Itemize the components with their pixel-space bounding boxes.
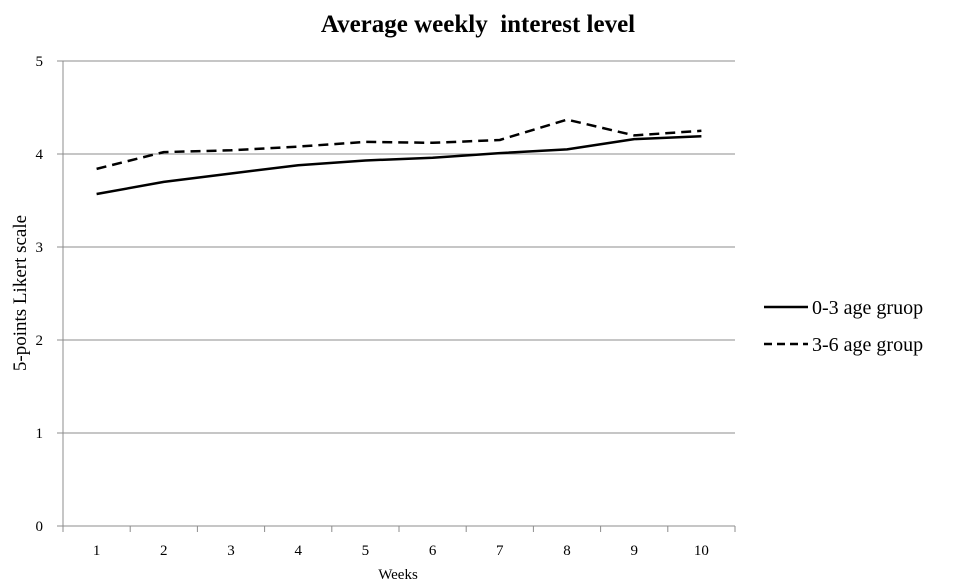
- x-tick-label: 8: [563, 543, 571, 559]
- y-tick-label: 4: [36, 147, 44, 163]
- y-tick-label: 2: [36, 333, 44, 349]
- x-tick-label: 5: [362, 543, 370, 559]
- y-tick-labels: 0 1 2 3 4 5: [36, 54, 44, 535]
- x-tick-label: 7: [496, 543, 504, 559]
- axes: [57, 60, 736, 532]
- y-tick-label: 3: [36, 240, 44, 256]
- series-lines: [96, 118, 702, 196]
- legend-label-2: 3-6 age group: [812, 334, 923, 356]
- y-axis-label: 5-points Likert scale: [10, 215, 31, 371]
- x-tick-label: 3: [227, 543, 235, 559]
- legend-label-1: 0-3 age gruop: [812, 297, 923, 319]
- x-tick-labels: 1 2 3 4 5 6 7 8 9 10: [93, 543, 709, 559]
- x-tick-label: 9: [630, 543, 638, 559]
- x-tick-label: 6: [429, 543, 437, 559]
- x-tick-label: 4: [294, 543, 302, 559]
- y-tick-label: 1: [36, 426, 44, 442]
- chart-title: Average weekly interest level: [321, 11, 635, 38]
- series-line-1: [96, 135, 702, 196]
- x-tick-label: 2: [160, 543, 168, 559]
- gridlines: [63, 60, 735, 434]
- x-tick-label: 10: [694, 543, 709, 559]
- series-line-2: [96, 118, 702, 171]
- x-axis-label: Weeks: [378, 567, 418, 581]
- y-tick-label: 0: [36, 519, 44, 535]
- x-tick-label: 1: [93, 543, 101, 559]
- y-tick-label: 5: [36, 54, 44, 70]
- legend: 0-3 age gruop 3-6 age group: [764, 297, 923, 356]
